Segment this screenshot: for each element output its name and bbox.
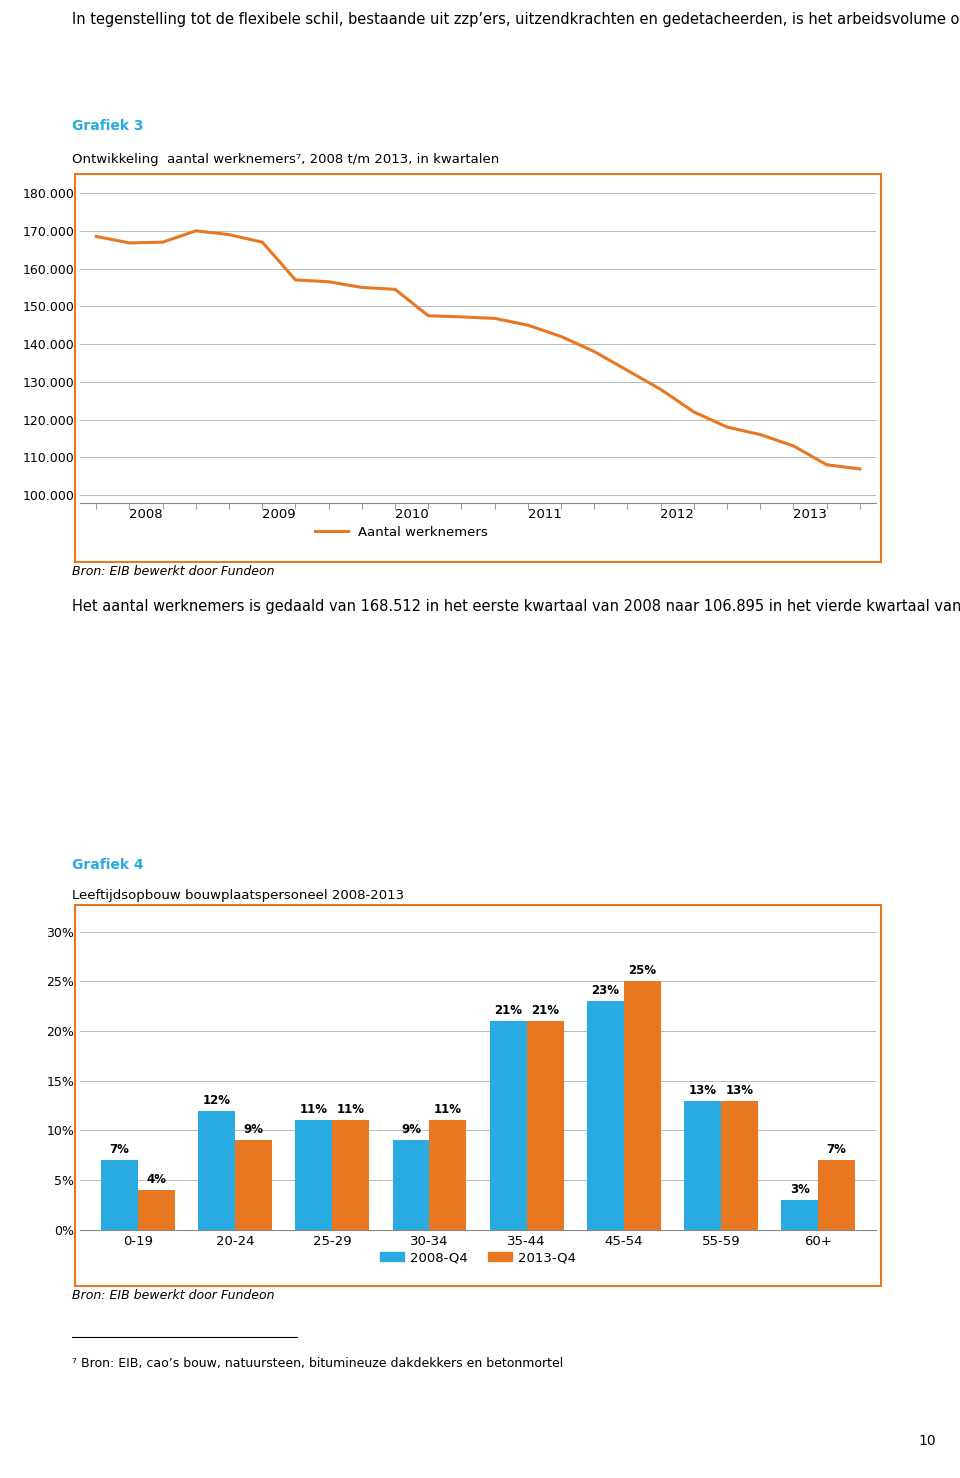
Bar (818, 1160, 855, 1230)
Text: 12%: 12% (203, 1094, 230, 1107)
Text: 9%: 9% (244, 1123, 264, 1137)
Bar (198, 1110, 235, 1230)
Bar (624, 981, 660, 1230)
Bar (429, 1120, 467, 1230)
Text: 9%: 9% (401, 1123, 421, 1137)
Text: Het aantal werknemers is gedaald van 168.512 in het eerste kwartaal van 2008 naa: Het aantal werknemers is gedaald van 168… (72, 599, 960, 613)
Legend: 2008-Q4, 2013-Q4: 2008-Q4, 2013-Q4 (374, 1246, 582, 1270)
Text: ⁷ Bron: EIB, cao’s bouw, natuursteen, bitumineuze dakdekkers en betonmortel: ⁷ Bron: EIB, cao’s bouw, natuursteen, bi… (72, 1357, 564, 1370)
Text: 10: 10 (919, 1434, 936, 1448)
Text: Bron: EIB bewerkt door Fundeon: Bron: EIB bewerkt door Fundeon (72, 565, 275, 578)
Bar (684, 1101, 721, 1230)
Bar (587, 1001, 624, 1230)
Text: Bron: EIB bewerkt door Fundeon: Bron: EIB bewerkt door Fundeon (72, 1289, 275, 1302)
Text: 23%: 23% (591, 984, 619, 998)
Legend: Aantal werknemers: Aantal werknemers (309, 520, 493, 544)
Text: 13%: 13% (688, 1083, 716, 1097)
Text: 21%: 21% (531, 1004, 559, 1017)
Bar (527, 1021, 564, 1230)
Text: Leeftijdsopbouw bouwplaatspersoneel 2008-2013: Leeftijdsopbouw bouwplaatspersoneel 2008… (72, 888, 404, 902)
Text: 13%: 13% (726, 1083, 754, 1097)
Text: 7%: 7% (109, 1142, 130, 1156)
Text: Grafiek 4: Grafiek 4 (72, 859, 144, 872)
Text: 21%: 21% (494, 1004, 522, 1017)
Bar (101, 1160, 138, 1230)
Text: 4%: 4% (147, 1174, 166, 1185)
Text: 11%: 11% (300, 1104, 328, 1116)
Bar (393, 1141, 429, 1230)
Text: Ontwikkeling  aantal werknemers⁷, 2008 t/m 2013, in kwartalen: Ontwikkeling aantal werknemers⁷, 2008 t/… (72, 152, 499, 166)
Text: 11%: 11% (434, 1104, 462, 1116)
Bar (296, 1120, 332, 1230)
Bar (781, 1200, 818, 1230)
Bar (138, 1190, 175, 1230)
Bar (721, 1101, 758, 1230)
Text: In tegenstelling tot de flexibele schil, bestaande uit zzp’ers, uitzendkrachten : In tegenstelling tot de flexibele schil,… (72, 12, 960, 27)
Bar (332, 1120, 370, 1230)
Text: 25%: 25% (628, 965, 657, 977)
Bar (235, 1141, 272, 1230)
Text: 11%: 11% (337, 1104, 365, 1116)
Text: 3%: 3% (790, 1182, 809, 1196)
Text: Grafiek 3: Grafiek 3 (72, 120, 143, 133)
Bar (490, 1021, 527, 1230)
Text: 7%: 7% (827, 1142, 847, 1156)
